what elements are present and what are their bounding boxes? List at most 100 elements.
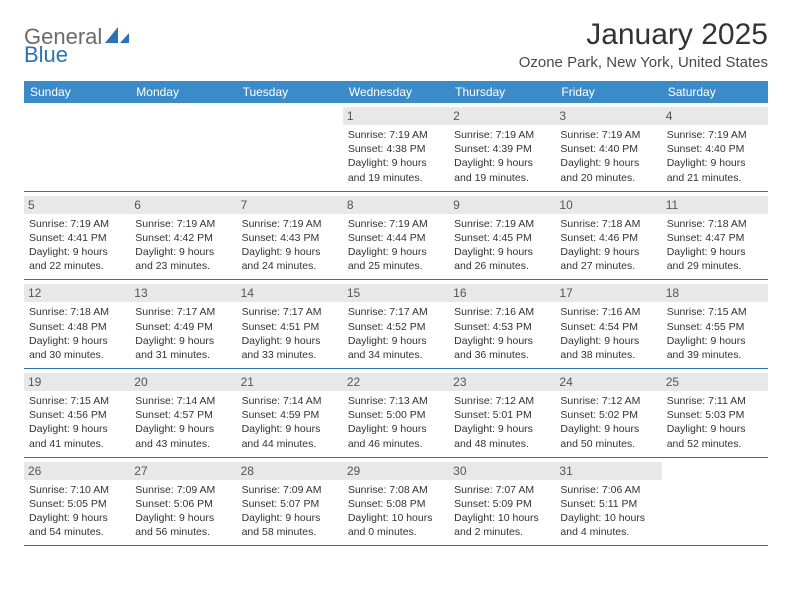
day-cell: 4Sunrise: 7:19 AMSunset: 4:40 PMDaylight… [662,103,768,191]
logo-sail-icon [105,25,131,50]
sunrise-text: Sunrise: 7:19 AM [667,128,763,142]
day-cell: 8Sunrise: 7:19 AMSunset: 4:44 PMDaylight… [343,192,449,280]
dl2-text: and 50 minutes. [560,437,656,451]
day-number: 4 [662,107,768,125]
day-number: 15 [343,284,449,302]
dl2-text: and 19 minutes. [454,171,550,185]
dl2-text: and 29 minutes. [667,259,763,273]
sunrise-text: Sunrise: 7:16 AM [560,305,656,319]
day-number: 30 [449,462,555,480]
dl1-text: Daylight: 9 hours [454,422,550,436]
sunset-text: Sunset: 4:54 PM [560,320,656,334]
dl2-text: and 54 minutes. [29,525,125,539]
day-number: 10 [555,196,661,214]
dl1-text: Daylight: 9 hours [135,334,231,348]
day-number: 9 [449,196,555,214]
dl2-text: and 34 minutes. [348,348,444,362]
sunrise-text: Sunrise: 7:06 AM [560,483,656,497]
day-number: 18 [662,284,768,302]
dl1-text: Daylight: 9 hours [348,334,444,348]
sunset-text: Sunset: 4:59 PM [242,408,338,422]
dl1-text: Daylight: 10 hours [454,511,550,525]
empty-cell [662,458,768,546]
day-number: 8 [343,196,449,214]
sunset-text: Sunset: 5:11 PM [560,497,656,511]
sunset-text: Sunset: 5:02 PM [560,408,656,422]
day-cell: 23Sunrise: 7:12 AMSunset: 5:01 PMDayligh… [449,369,555,457]
week-row: 12Sunrise: 7:18 AMSunset: 4:48 PMDayligh… [24,280,768,369]
day-number: 20 [130,373,236,391]
sunset-text: Sunset: 4:41 PM [29,231,125,245]
day-number: 25 [662,373,768,391]
day-cell: 13Sunrise: 7:17 AMSunset: 4:49 PMDayligh… [130,280,236,368]
dl2-text: and 30 minutes. [29,348,125,362]
dl1-text: Daylight: 9 hours [560,245,656,259]
dl2-text: and 44 minutes. [242,437,338,451]
dl2-text: and 52 minutes. [667,437,763,451]
sunrise-text: Sunrise: 7:17 AM [135,305,231,319]
dl1-text: Daylight: 9 hours [135,422,231,436]
sunrise-text: Sunrise: 7:16 AM [454,305,550,319]
sunset-text: Sunset: 4:44 PM [348,231,444,245]
sunrise-text: Sunrise: 7:18 AM [560,217,656,231]
day-cell: 19Sunrise: 7:15 AMSunset: 4:56 PMDayligh… [24,369,130,457]
day-number: 16 [449,284,555,302]
weekday-header: Wednesday [343,81,449,103]
day-cell: 1Sunrise: 7:19 AMSunset: 4:38 PMDaylight… [343,103,449,191]
day-number: 29 [343,462,449,480]
day-number: 19 [24,373,130,391]
dl2-text: and 24 minutes. [242,259,338,273]
dl2-text: and 2 minutes. [454,525,550,539]
day-number: 22 [343,373,449,391]
sunrise-text: Sunrise: 7:19 AM [29,217,125,231]
dl1-text: Daylight: 9 hours [667,156,763,170]
empty-cell [130,103,236,191]
day-cell: 29Sunrise: 7:08 AMSunset: 5:08 PMDayligh… [343,458,449,546]
dl1-text: Daylight: 10 hours [348,511,444,525]
dl1-text: Daylight: 9 hours [348,245,444,259]
dl2-text: and 31 minutes. [135,348,231,362]
dl2-text: and 19 minutes. [348,171,444,185]
day-cell: 6Sunrise: 7:19 AMSunset: 4:42 PMDaylight… [130,192,236,280]
sunrise-text: Sunrise: 7:19 AM [135,217,231,231]
dl1-text: Daylight: 9 hours [348,422,444,436]
dl1-text: Daylight: 9 hours [667,422,763,436]
dl1-text: Daylight: 9 hours [454,334,550,348]
dl2-text: and 39 minutes. [667,348,763,362]
day-cell: 12Sunrise: 7:18 AMSunset: 4:48 PMDayligh… [24,280,130,368]
weekday-header: Sunday [24,81,130,103]
day-number: 6 [130,196,236,214]
dl2-text: and 27 minutes. [560,259,656,273]
sunset-text: Sunset: 5:00 PM [348,408,444,422]
sunrise-text: Sunrise: 7:19 AM [454,128,550,142]
day-cell: 9Sunrise: 7:19 AMSunset: 4:45 PMDaylight… [449,192,555,280]
sunset-text: Sunset: 5:05 PM [29,497,125,511]
sunset-text: Sunset: 4:51 PM [242,320,338,334]
title-block: January 2025 Ozone Park, New York, Unite… [519,18,768,71]
week-row: 19Sunrise: 7:15 AMSunset: 4:56 PMDayligh… [24,369,768,458]
dl2-text: and 41 minutes. [29,437,125,451]
day-number: 11 [662,196,768,214]
dl1-text: Daylight: 9 hours [29,511,125,525]
day-cell: 20Sunrise: 7:14 AMSunset: 4:57 PMDayligh… [130,369,236,457]
dl2-text: and 22 minutes. [29,259,125,273]
dl1-text: Daylight: 9 hours [667,334,763,348]
sunset-text: Sunset: 5:01 PM [454,408,550,422]
sunrise-text: Sunrise: 7:18 AM [667,217,763,231]
sunset-text: Sunset: 4:52 PM [348,320,444,334]
dl2-text: and 36 minutes. [454,348,550,362]
month-title: January 2025 [519,18,768,52]
sunrise-text: Sunrise: 7:10 AM [29,483,125,497]
sunrise-text: Sunrise: 7:15 AM [667,305,763,319]
sunset-text: Sunset: 4:39 PM [454,142,550,156]
day-number: 12 [24,284,130,302]
dl2-text: and 58 minutes. [242,525,338,539]
dl1-text: Daylight: 9 hours [560,156,656,170]
day-number: 28 [237,462,343,480]
sunset-text: Sunset: 4:43 PM [242,231,338,245]
day-cell: 18Sunrise: 7:15 AMSunset: 4:55 PMDayligh… [662,280,768,368]
weeks-container: 1Sunrise: 7:19 AMSunset: 4:38 PMDaylight… [24,103,768,546]
dl1-text: Daylight: 9 hours [454,245,550,259]
calendar: Sunday Monday Tuesday Wednesday Thursday… [24,81,768,546]
day-number: 24 [555,373,661,391]
